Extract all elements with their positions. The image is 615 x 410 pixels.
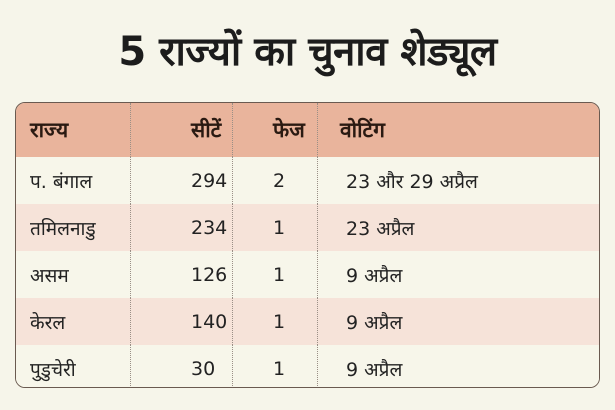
cell-seats: 234: [131, 204, 233, 251]
cell-state: असम: [16, 251, 131, 298]
cell-phases: 1: [233, 345, 318, 387]
header-state: राज्य: [16, 103, 131, 157]
cell-seats: 294: [131, 157, 233, 204]
cell-seats: 30: [131, 345, 233, 387]
cell-phases: 1: [233, 298, 318, 345]
cell-state: प. बंगाल: [16, 157, 131, 204]
table-row: पुडुचेरी 30 1 9 अप्रैल: [16, 345, 599, 387]
cell-phases: 2: [233, 157, 318, 204]
cell-phases: 1: [233, 204, 318, 251]
table-header-row: राज्य सीटें फेज वोटिंग: [16, 103, 599, 157]
table-row: प. बंगाल 294 2 23 और 29 अप्रैल: [16, 157, 599, 204]
cell-state: केरल: [16, 298, 131, 345]
cell-state: पुडुचेरी: [16, 345, 131, 387]
table-row: असम 126 1 9 अप्रैल: [16, 251, 599, 298]
page-title: 5 राज्यों का चुनाव शेड्यूल: [118, 29, 497, 75]
table-row: केरल 140 1 9 अप्रैल: [16, 298, 599, 345]
cell-voting: 23 अप्रैल: [346, 217, 415, 240]
cell-voting: 9 अप्रैल: [346, 264, 403, 287]
header-phases: फेज: [233, 103, 318, 157]
election-schedule-table: राज्य सीटें फेज वोटिंग प. बंगाल 294 2 23…: [15, 102, 600, 388]
cell-voting: 23 और 29 अप्रैल: [346, 170, 478, 193]
cell-voting: 9 अप्रैल: [346, 311, 403, 334]
header-voting: वोटिंग: [340, 118, 385, 142]
header-seats: सीटें: [131, 103, 233, 157]
cell-phases: 1: [233, 251, 318, 298]
cell-state: तमिलनाडु: [16, 204, 131, 251]
cell-voting: 9 अप्रैल: [346, 358, 403, 381]
cell-seats: 140: [131, 298, 233, 345]
table-row: तमिलनाडु 234 1 23 अप्रैल: [16, 204, 599, 251]
cell-seats: 126: [131, 251, 233, 298]
